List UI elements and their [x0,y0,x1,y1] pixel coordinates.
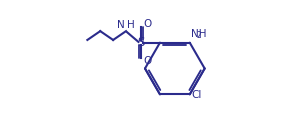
Text: O: O [143,19,152,29]
Text: S: S [137,36,145,49]
Text: NH: NH [191,29,206,39]
Text: N: N [117,19,125,29]
Text: O: O [143,56,152,66]
Text: 2: 2 [197,31,201,40]
Text: H: H [127,19,135,29]
Text: Cl: Cl [192,90,202,100]
